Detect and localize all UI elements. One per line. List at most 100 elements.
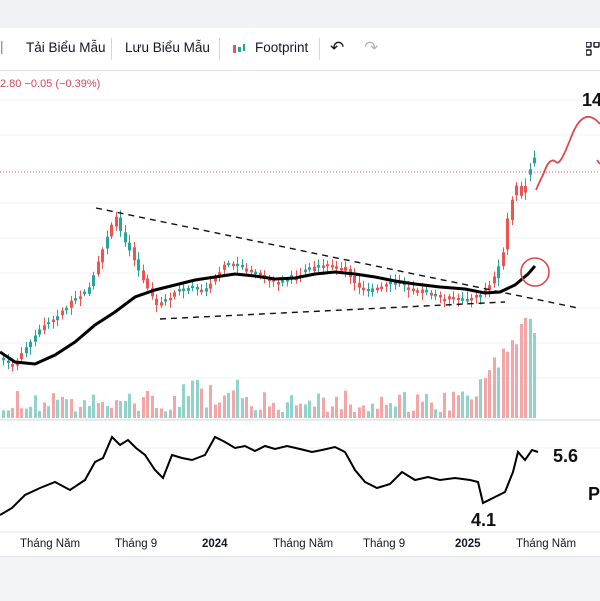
volume-bar <box>79 406 82 418</box>
volume-bar <box>61 396 64 418</box>
volume-bar <box>533 333 536 418</box>
lower-trendline <box>159 301 506 320</box>
candle-body <box>524 186 527 193</box>
candle-body <box>376 287 379 291</box>
volume-bar <box>452 391 455 418</box>
candle-body <box>434 293 437 297</box>
volume-bar <box>47 406 50 418</box>
undo-icon[interactable]: ↶ <box>330 38 345 57</box>
volume-bar <box>335 396 338 418</box>
candle-body <box>88 287 91 294</box>
candle-body <box>61 310 64 316</box>
chart-toolbar: | Tải Biểu Mẫu Lưu Biểu Mẫu Footprint ↶ … <box>0 28 600 71</box>
candle-body <box>227 263 230 266</box>
candle-body <box>344 266 347 271</box>
toolbar-left-divider-glyph: | <box>0 39 4 54</box>
toolbar-separator <box>111 38 112 60</box>
volume-bar <box>493 357 496 418</box>
volume-bar <box>128 393 131 418</box>
grid-icon[interactable] <box>586 42 600 58</box>
volume-bar <box>2 410 5 418</box>
toolbar-separator <box>219 38 220 60</box>
candle-body <box>430 292 433 296</box>
volume-bar <box>34 395 37 418</box>
volume-bar <box>331 406 334 418</box>
volume-bar <box>124 401 127 418</box>
candle-body <box>182 288 185 292</box>
volume-bar <box>349 404 352 418</box>
volume-bar <box>169 409 172 418</box>
volume-bar <box>281 411 284 418</box>
volume-bar <box>515 344 518 418</box>
volume-bar <box>313 406 316 418</box>
volume-bar <box>502 348 505 418</box>
volume-bar <box>439 411 442 418</box>
candle-body <box>223 264 226 270</box>
volume-bar <box>70 399 73 418</box>
volume-bar <box>407 411 410 418</box>
volume-bar <box>412 410 415 418</box>
volume-bar <box>430 402 433 418</box>
candle-body <box>119 217 122 231</box>
volume-bar <box>151 395 154 418</box>
candle-body <box>412 288 415 292</box>
candle-body <box>326 264 329 267</box>
candle-body <box>137 259 140 271</box>
volume-bar <box>65 399 68 418</box>
volume-bar <box>466 395 469 418</box>
candle-body <box>47 322 50 325</box>
candle-body <box>232 263 235 267</box>
volume-bar <box>29 406 32 418</box>
x-axis-label: Tháng Năm <box>516 538 577 550</box>
candle-body <box>335 266 338 269</box>
candle-body <box>74 298 77 301</box>
candle-body <box>448 296 451 300</box>
volume-bar <box>245 397 248 418</box>
volume-bar <box>421 401 424 418</box>
candle-body <box>416 290 419 293</box>
candle-body <box>308 267 311 270</box>
candle-body <box>178 288 181 292</box>
candle-body <box>403 282 406 286</box>
volume-bar <box>443 392 446 418</box>
candle-body <box>389 281 392 285</box>
candle-body <box>394 281 397 285</box>
volume-bar <box>385 404 388 418</box>
volume-bar <box>488 370 491 418</box>
load-template-button[interactable]: Tải Biểu Mẫu <box>26 40 106 55</box>
candle-body <box>254 271 257 275</box>
candle-body <box>38 329 41 335</box>
volume-bar <box>299 403 302 418</box>
footprint-button[interactable]: Footprint <box>255 40 309 55</box>
volume-bar <box>511 340 514 418</box>
volume-bar <box>524 317 527 418</box>
volume-bar <box>20 408 23 418</box>
volume-bar <box>223 395 226 418</box>
candle-body <box>362 287 365 291</box>
candle-body <box>133 247 136 261</box>
save-template-button[interactable]: Lưu Biểu Mẫu <box>125 40 210 55</box>
candle-body <box>304 269 307 273</box>
volume-bar <box>326 411 329 418</box>
candle-body <box>250 269 253 273</box>
volume-bar <box>218 402 221 418</box>
volume-bar <box>497 367 500 418</box>
rsi-right-letter: P <box>588 484 600 504</box>
volume-bar <box>457 395 460 418</box>
volume-bar <box>146 390 149 418</box>
volume-bar <box>241 398 244 418</box>
candle-body <box>191 285 194 289</box>
candle-body <box>497 266 500 279</box>
volume-bar <box>376 408 379 418</box>
candle-body <box>493 276 496 284</box>
price-chart[interactable] <box>0 70 600 556</box>
redo-icon[interactable]: ↷ <box>364 38 379 57</box>
breakout-circle <box>520 257 550 287</box>
volume-bar <box>115 400 118 418</box>
candle-body <box>20 353 23 360</box>
candle-body <box>164 299 167 302</box>
candle-body <box>196 286 199 290</box>
volume-bar <box>142 397 145 418</box>
volume-bar <box>11 408 14 418</box>
candle-body <box>97 261 100 275</box>
